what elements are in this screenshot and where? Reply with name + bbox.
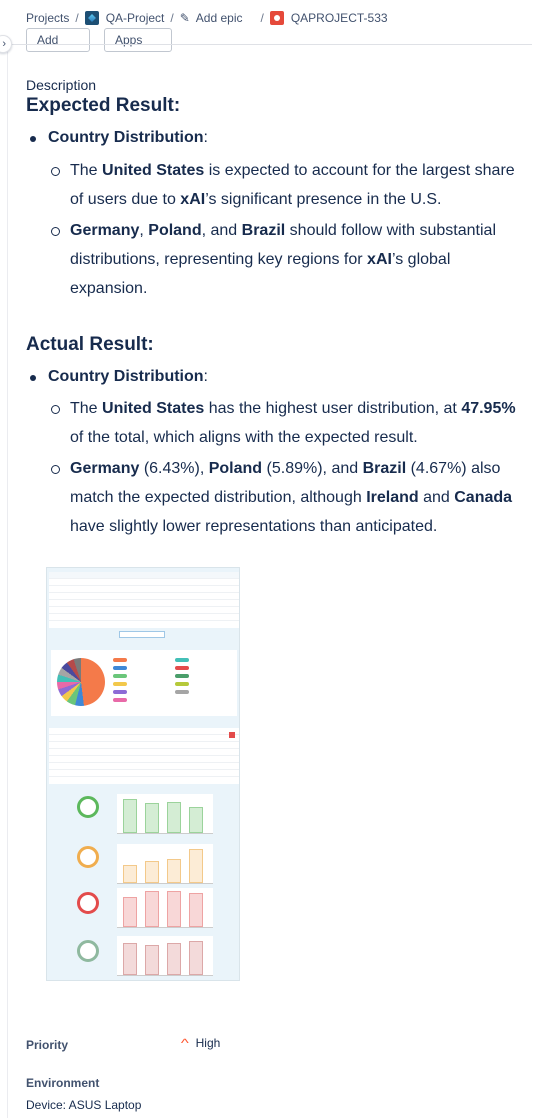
- actual-list: Country Distribution:: [26, 363, 526, 391]
- environment-label: Environment: [26, 1076, 100, 1090]
- expected-result-heading: Expected Result:: [26, 95, 181, 116]
- expected-item-title: Country Distribution: [48, 129, 204, 146]
- apps-button-label: Apps: [115, 33, 143, 47]
- list-item: Country Distribution:: [26, 363, 526, 391]
- thumb-country-table: [49, 572, 239, 628]
- bug-icon: [269, 11, 284, 25]
- thumb-bar-chart-red: [117, 888, 213, 928]
- breadcrumb-separator: /: [260, 11, 264, 25]
- list-item: The United States has the highest user d…: [26, 394, 526, 452]
- breadcrumb: Projects / QA-Project / ✎ Add epic / QAP…: [26, 8, 388, 28]
- breadcrumb-project-label: QA-Project: [105, 11, 165, 25]
- list-item: The United States is expected to account…: [26, 156, 526, 214]
- list-item: Country Distribution:: [26, 124, 526, 152]
- breadcrumb-separator: /: [75, 11, 79, 25]
- expected-sublist: The United States is expected to account…: [26, 156, 526, 303]
- thumb-gauge-green: [77, 796, 99, 818]
- thumb-bar-chart-orange: [117, 844, 213, 884]
- expand-sidebar-button[interactable]: ›: [0, 35, 12, 53]
- actual-item-title: Country Distribution: [48, 368, 204, 385]
- breadcrumb-projects[interactable]: Projects: [26, 11, 70, 25]
- thumb-grade-table: [49, 728, 239, 784]
- attachment-screenshot[interactable]: [46, 567, 240, 981]
- thumb-show-more-button: [119, 631, 165, 638]
- pencil-icon: ✎: [179, 11, 190, 25]
- project-avatar-icon: [84, 11, 99, 25]
- description-label: Description: [26, 77, 97, 93]
- breadcrumb-project[interactable]: QA-Project: [84, 11, 165, 25]
- thumb-pie-card: [51, 650, 237, 716]
- add-button-label: Add: [37, 33, 59, 47]
- actual-heading-text: Actual Result: [26, 334, 148, 355]
- add-epic-label: Add epic: [195, 11, 243, 25]
- expected-list: Country Distribution:: [26, 124, 526, 152]
- thumb-gauge-grey: [77, 940, 99, 962]
- expected-heading-text: Expected Result: [26, 95, 174, 116]
- actual-result-heading: Actual Result:: [26, 334, 154, 355]
- breadcrumb-separator: /: [170, 11, 174, 25]
- priority-label: Priority: [26, 1038, 69, 1052]
- priority-field[interactable]: ^ High: [180, 1036, 221, 1050]
- description-section: Description Expected Result: Country Dis…: [26, 76, 526, 541]
- list-item: Germany, Poland, and Brazil should follo…: [26, 216, 526, 303]
- list-item: Germany (6.43%), Poland (5.89%), and Bra…: [26, 454, 526, 541]
- breadcrumb-issue[interactable]: QAPROJECT-533: [269, 11, 388, 25]
- add-epic-button[interactable]: ✎ Add epic: [180, 11, 243, 25]
- priority-high-icon: ^: [180, 1036, 189, 1050]
- thumb-pdf-icon: [229, 732, 235, 738]
- sidebar-divider: [7, 36, 8, 1118]
- environment-value[interactable]: Device: ASUS Laptop: [26, 1098, 142, 1112]
- add-button[interactable]: Add: [26, 28, 90, 52]
- thumb-bar-chart-pink: [117, 936, 213, 976]
- breadcrumb-issue-key: QAPROJECT-533: [290, 11, 388, 25]
- apps-button[interactable]: Apps: [104, 28, 172, 52]
- thumb-pie-chart: [57, 658, 105, 706]
- chevron-right-icon: ›: [2, 38, 6, 50]
- priority-value: High: [195, 1036, 221, 1050]
- thumb-gauge-red: [77, 892, 99, 914]
- actual-sublist: The United States has the highest user d…: [26, 394, 526, 541]
- thumb-bar-chart-green: [117, 794, 213, 834]
- header-divider: [10, 44, 532, 45]
- thumb-gauge-orange: [77, 846, 99, 868]
